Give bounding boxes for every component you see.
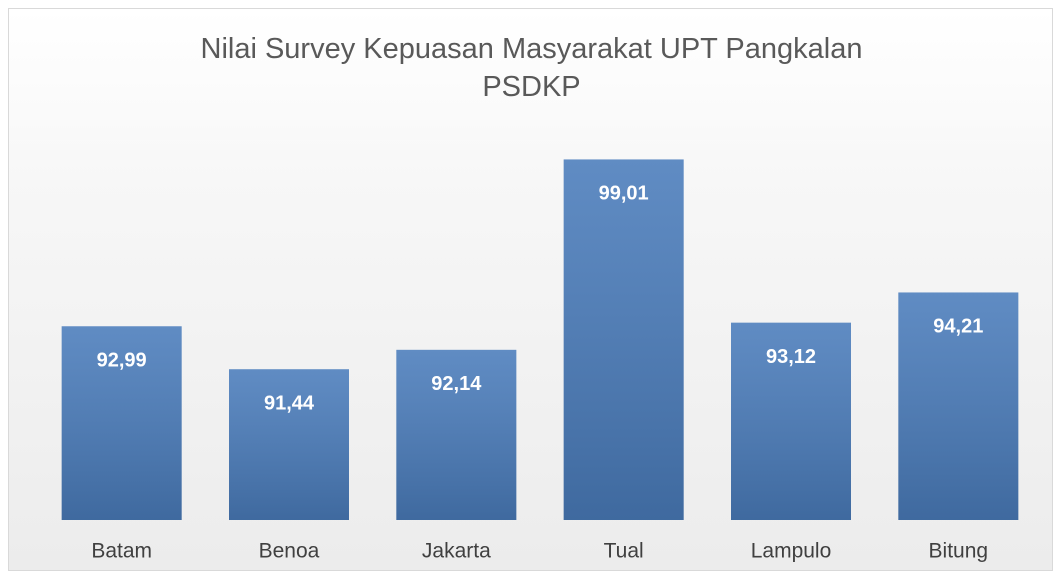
x-tick-label: Jakarta xyxy=(422,540,491,563)
value-label: 92,99 xyxy=(97,350,147,372)
bar-shade xyxy=(898,292,1019,520)
x-tick-label: Bitung xyxy=(929,540,989,563)
x-tick-label: Benoa xyxy=(259,540,320,563)
x-tick-label: Batam xyxy=(91,540,152,563)
title-box: Nilai Survey Kepuasan Masyarakat UPT Pan… xyxy=(0,30,1063,106)
chart-frame xyxy=(8,8,1053,571)
x-tick-label: Tual xyxy=(604,540,644,563)
value-label: 91,44 xyxy=(264,393,315,415)
chart-title: Nilai Survey Kepuasan Masyarakat UPT Pan… xyxy=(200,33,863,103)
bar-shade xyxy=(229,369,349,520)
bar-shade xyxy=(731,322,851,520)
value-label: 93,12 xyxy=(766,346,816,368)
bar-shade xyxy=(396,349,517,520)
value-label: 92,14 xyxy=(431,373,482,395)
value-label: 94,21 xyxy=(933,316,983,338)
x-tick-label: Lampulo xyxy=(751,540,832,563)
bar-shade xyxy=(61,326,182,520)
value-label: 99,01 xyxy=(599,183,649,205)
bar-shade xyxy=(563,159,684,521)
